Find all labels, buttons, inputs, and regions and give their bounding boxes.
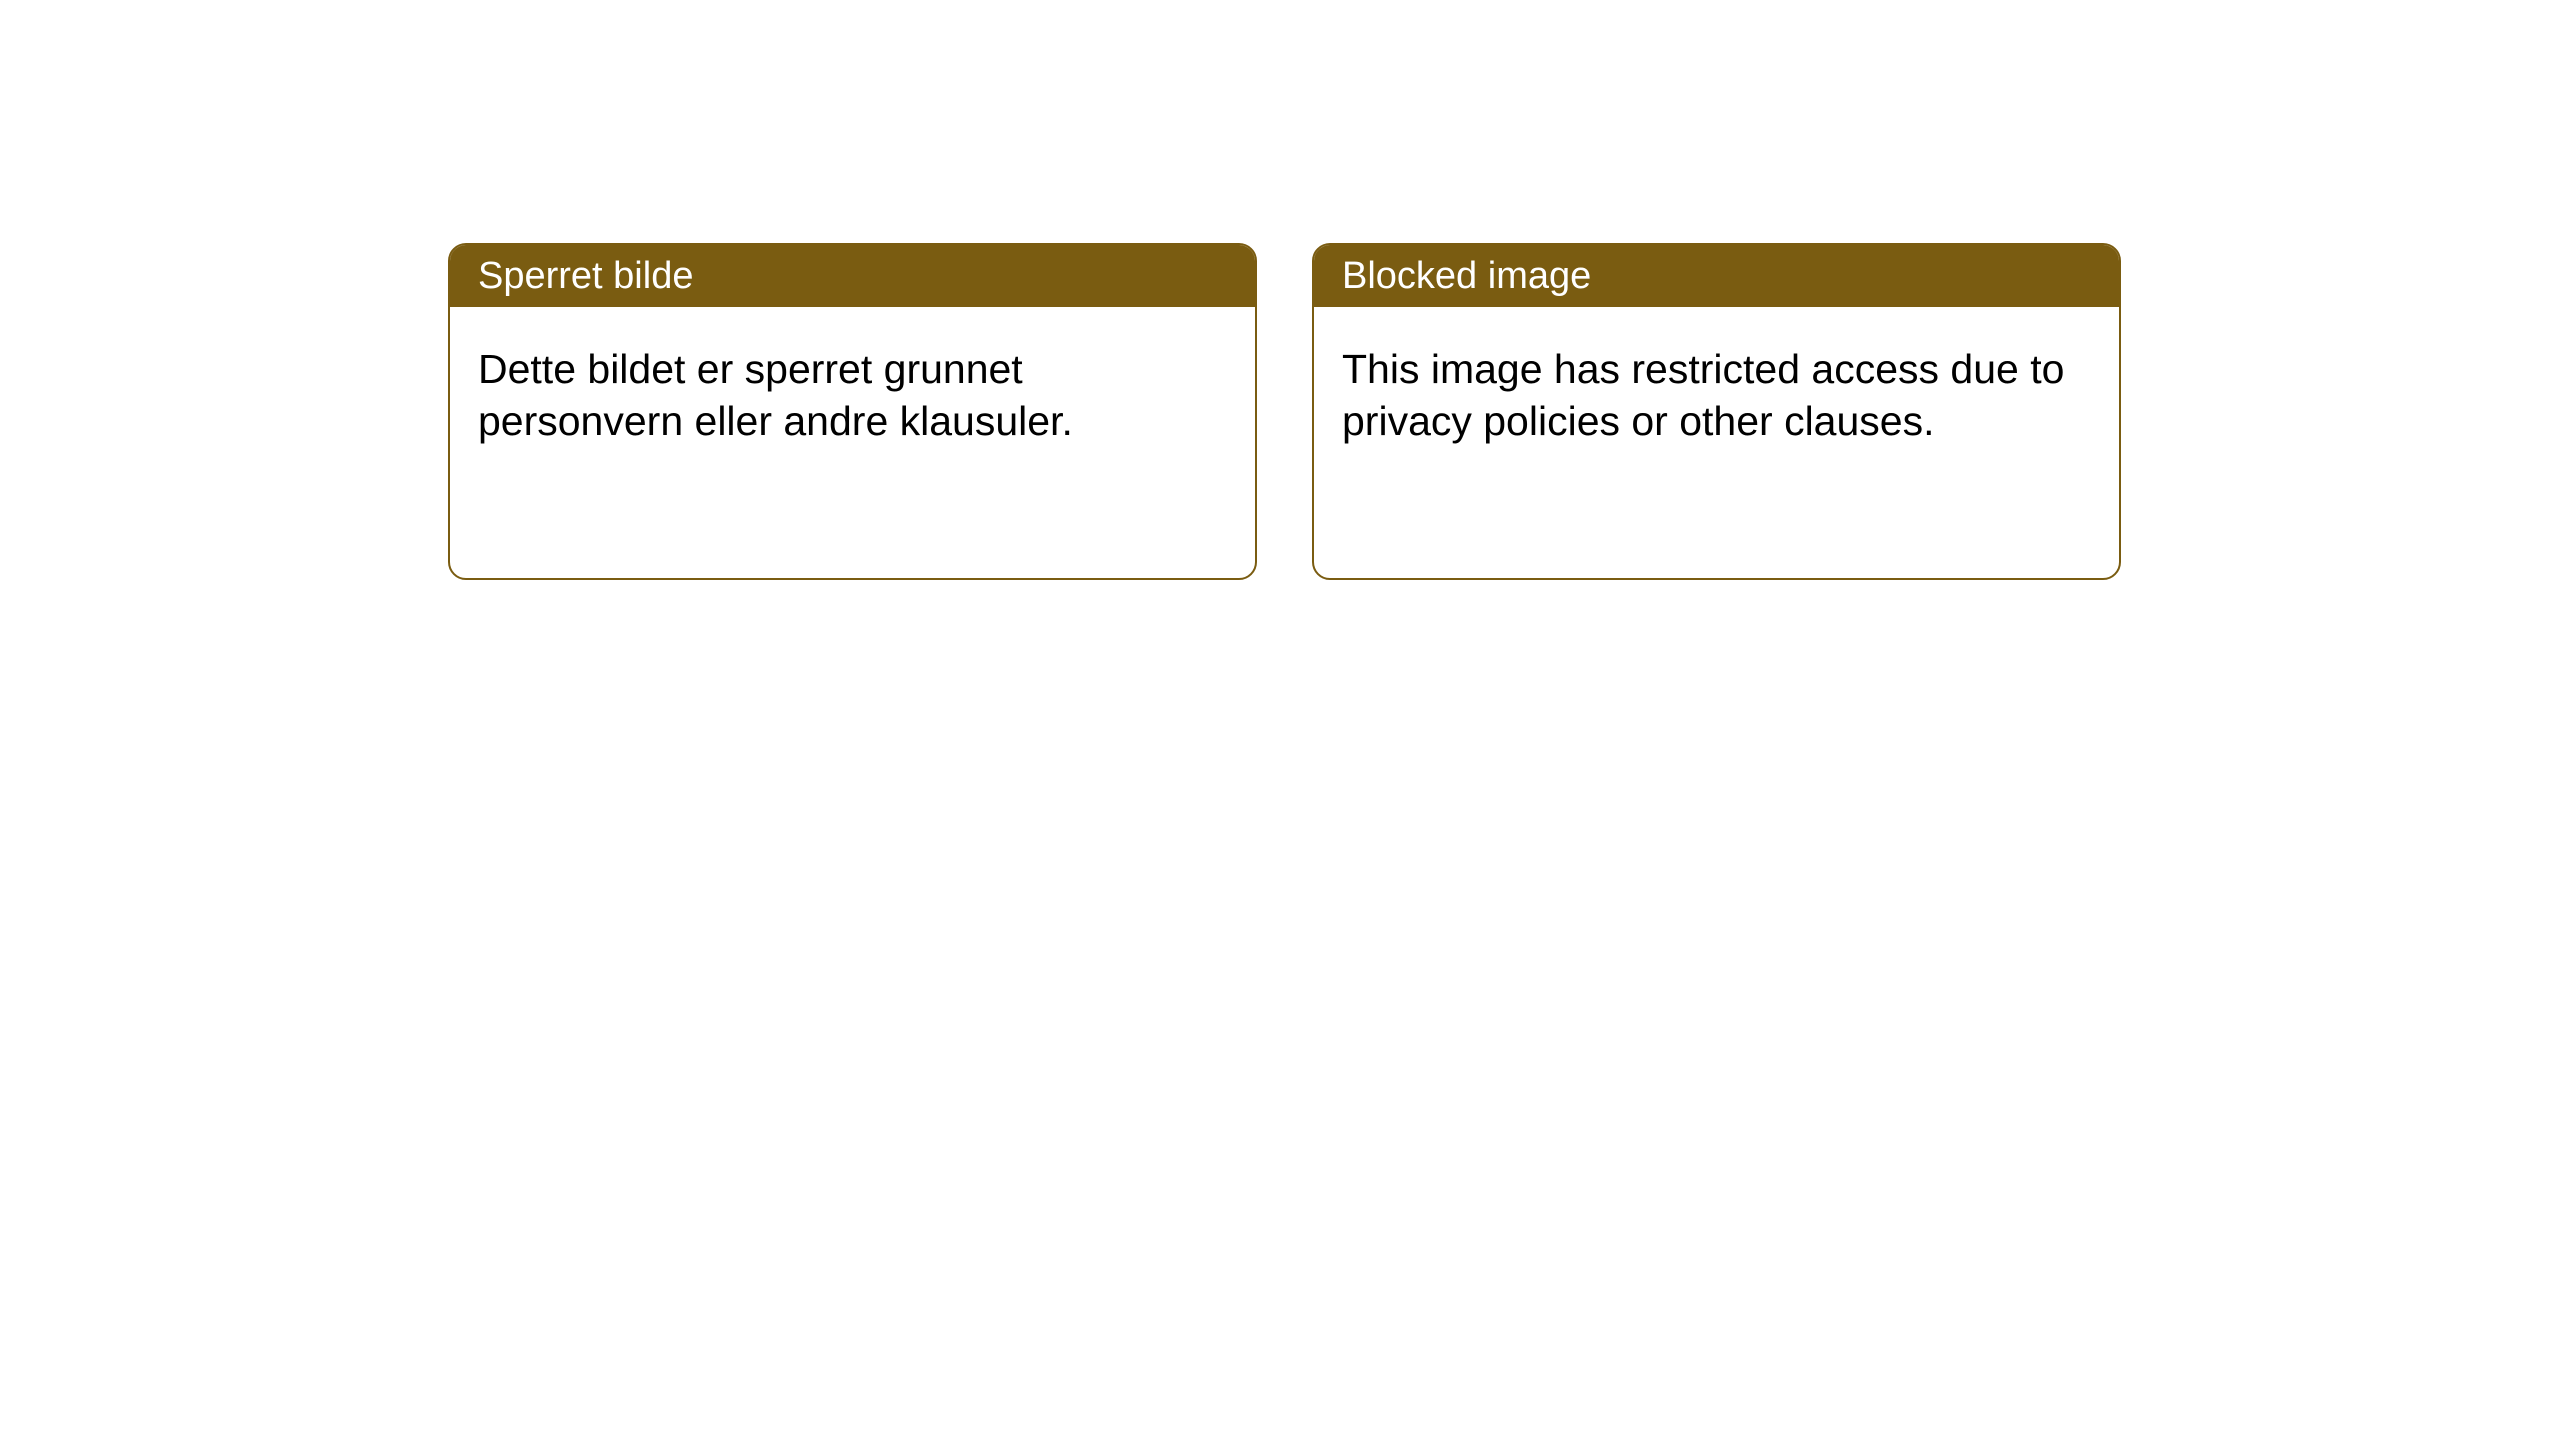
card-title: Sperret bilde (478, 255, 693, 298)
card-body: This image has restricted access due to … (1314, 307, 2119, 484)
blocked-image-card-en: Blocked image This image has restricted … (1312, 243, 2121, 580)
card-body: Dette bildet er sperret grunnet personve… (450, 307, 1255, 484)
card-body-text: This image has restricted access due to … (1342, 346, 2064, 444)
card-header: Blocked image (1314, 245, 2119, 307)
card-body-text: Dette bildet er sperret grunnet personve… (478, 346, 1073, 444)
card-title: Blocked image (1342, 255, 1591, 298)
cards-container: Sperret bilde Dette bildet er sperret gr… (0, 0, 2560, 580)
card-header: Sperret bilde (450, 245, 1255, 307)
blocked-image-card-no: Sperret bilde Dette bildet er sperret gr… (448, 243, 1257, 580)
